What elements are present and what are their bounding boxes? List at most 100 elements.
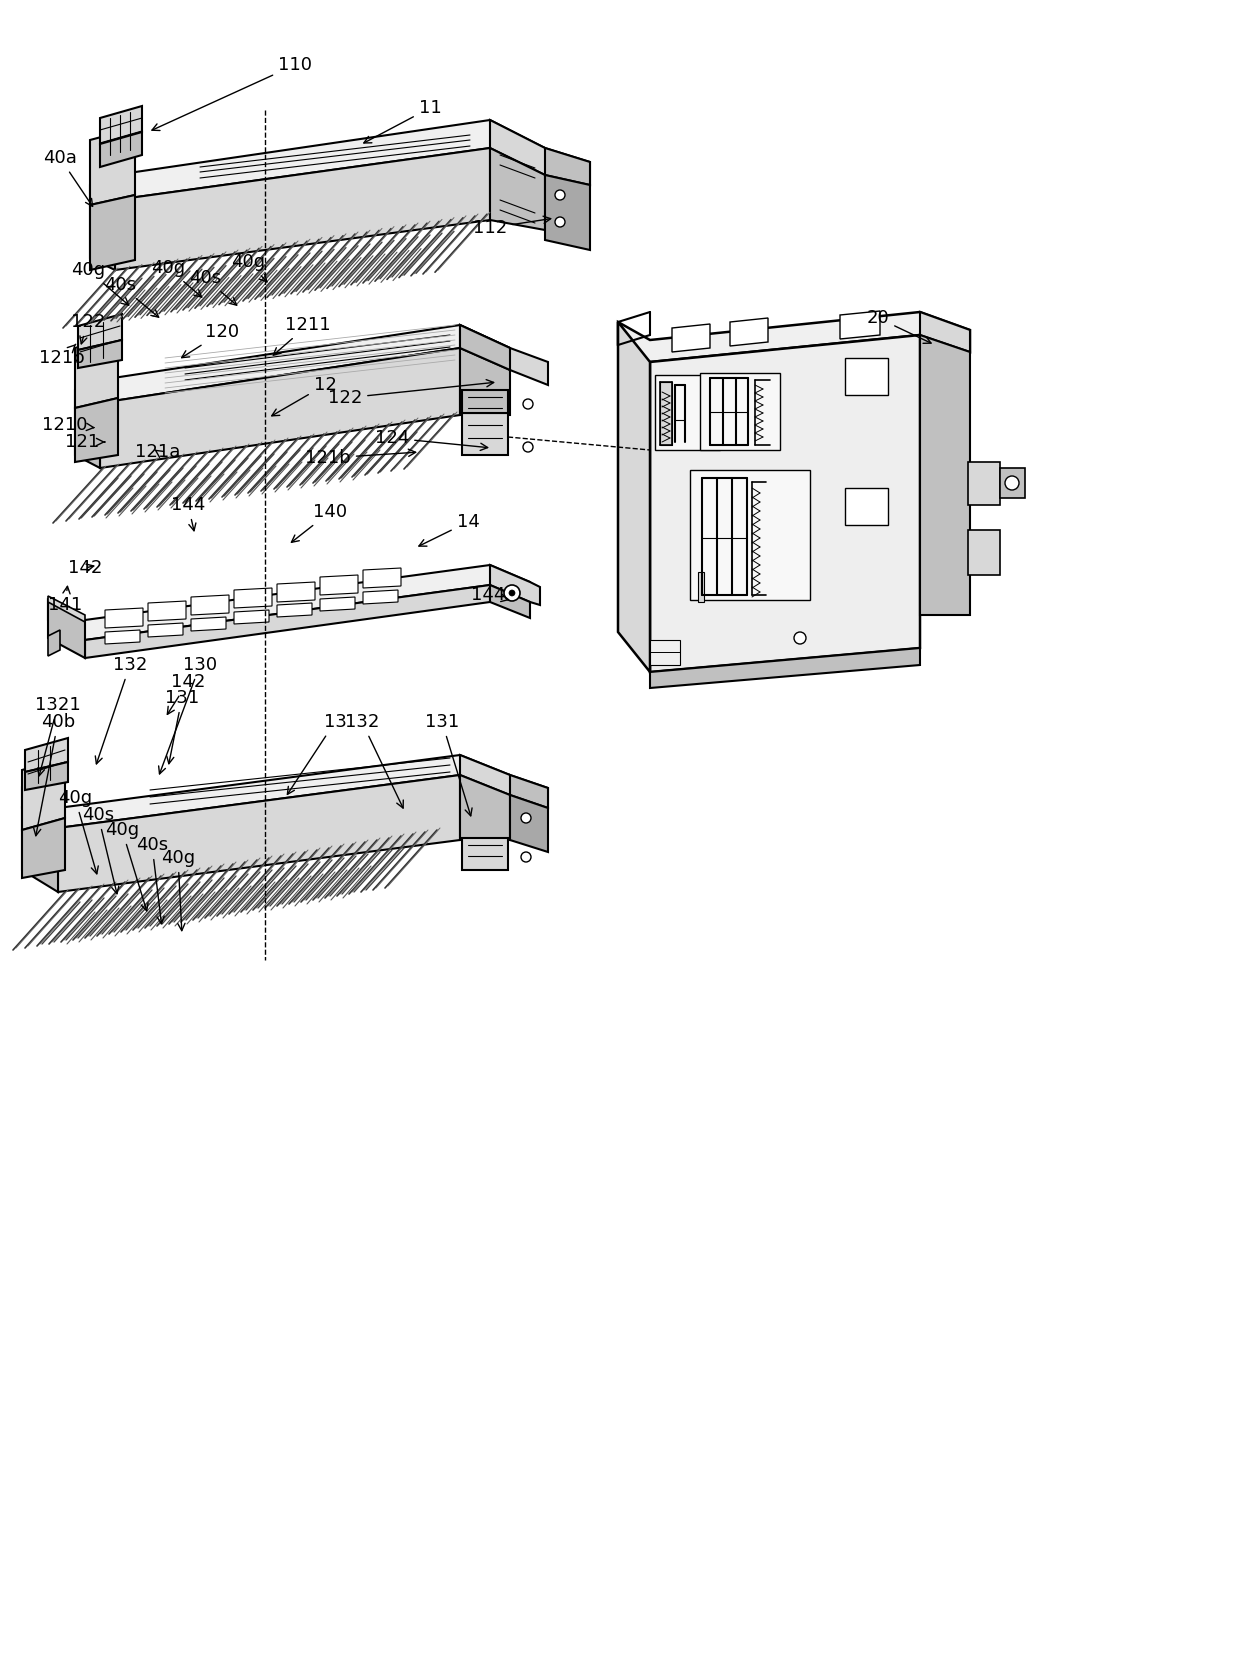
Polygon shape [191, 618, 226, 631]
Polygon shape [100, 347, 460, 468]
Polygon shape [234, 587, 272, 607]
Text: 144: 144 [171, 497, 205, 530]
Text: 112: 112 [472, 216, 551, 237]
Text: 14: 14 [419, 513, 480, 545]
Polygon shape [277, 602, 312, 618]
Polygon shape [22, 809, 58, 893]
Polygon shape [320, 597, 355, 611]
Text: 40g: 40g [71, 262, 129, 305]
Polygon shape [698, 572, 704, 602]
Text: 131: 131 [425, 713, 472, 816]
Polygon shape [148, 623, 184, 638]
Polygon shape [920, 336, 970, 616]
Circle shape [521, 814, 531, 822]
Text: 40g: 40g [161, 849, 195, 931]
Text: 122: 122 [71, 314, 105, 344]
Polygon shape [115, 121, 546, 200]
Text: 1210: 1210 [42, 416, 94, 435]
Text: 122: 122 [327, 379, 494, 408]
Text: 110: 110 [153, 55, 312, 131]
Polygon shape [460, 326, 548, 384]
Circle shape [523, 399, 533, 409]
Circle shape [523, 441, 533, 451]
Circle shape [794, 633, 806, 644]
Polygon shape [968, 530, 999, 576]
Text: 40a: 40a [43, 149, 93, 206]
Polygon shape [672, 324, 711, 352]
Text: 40s: 40s [82, 805, 119, 894]
Polygon shape [363, 567, 401, 587]
Polygon shape [48, 565, 529, 639]
Polygon shape [363, 591, 398, 604]
Polygon shape [460, 347, 510, 414]
Text: 144: 144 [471, 586, 508, 604]
Text: 124: 124 [374, 430, 487, 450]
Text: 20: 20 [867, 309, 931, 344]
Text: 40s: 40s [136, 836, 169, 923]
Polygon shape [999, 468, 1025, 498]
Text: 120: 120 [181, 322, 239, 357]
Text: 40s: 40s [188, 268, 237, 305]
Polygon shape [618, 312, 970, 362]
Text: 40b: 40b [33, 713, 76, 836]
Text: 140: 140 [291, 503, 347, 542]
Circle shape [556, 190, 565, 200]
Polygon shape [91, 128, 135, 205]
Polygon shape [22, 817, 64, 878]
Text: 121a: 121a [135, 443, 181, 461]
Text: 121b: 121b [40, 344, 84, 367]
Polygon shape [650, 648, 920, 688]
Polygon shape [48, 629, 60, 656]
Text: 40g: 40g [58, 789, 98, 874]
Text: 40s: 40s [104, 275, 159, 317]
Polygon shape [460, 775, 510, 841]
Polygon shape [510, 775, 548, 809]
Polygon shape [730, 319, 768, 346]
Polygon shape [277, 582, 315, 602]
Polygon shape [48, 601, 86, 658]
Polygon shape [320, 576, 358, 596]
Polygon shape [968, 461, 999, 505]
Polygon shape [191, 596, 229, 616]
Text: 130: 130 [159, 656, 217, 774]
Circle shape [521, 852, 531, 862]
Polygon shape [689, 470, 810, 601]
Polygon shape [22, 758, 64, 831]
Polygon shape [463, 413, 508, 455]
Polygon shape [463, 389, 508, 413]
Text: 11: 11 [363, 99, 441, 143]
Circle shape [556, 216, 565, 227]
Polygon shape [463, 837, 508, 869]
Polygon shape [844, 488, 888, 525]
Polygon shape [148, 601, 186, 621]
Polygon shape [115, 148, 490, 270]
Polygon shape [618, 322, 650, 671]
Text: 132: 132 [95, 656, 148, 763]
Polygon shape [58, 775, 460, 893]
Text: 121b: 121b [305, 450, 415, 466]
Polygon shape [74, 379, 100, 468]
Polygon shape [660, 383, 672, 445]
Text: 142: 142 [167, 673, 205, 715]
Polygon shape [460, 755, 548, 809]
Circle shape [503, 586, 520, 601]
Polygon shape [100, 133, 143, 168]
Polygon shape [460, 326, 510, 371]
Text: 1321: 1321 [35, 696, 81, 775]
Text: 1211: 1211 [273, 315, 331, 356]
Text: 13: 13 [288, 713, 346, 794]
Polygon shape [105, 607, 143, 628]
Text: 142: 142 [68, 559, 102, 577]
Polygon shape [100, 326, 510, 403]
Circle shape [508, 591, 515, 596]
Polygon shape [25, 762, 68, 790]
Text: 40g: 40g [105, 821, 148, 911]
Text: 40g: 40g [151, 258, 202, 297]
Text: 141: 141 [48, 586, 82, 614]
Polygon shape [546, 175, 590, 250]
Polygon shape [844, 357, 888, 394]
Polygon shape [78, 314, 122, 351]
Polygon shape [655, 374, 720, 450]
Polygon shape [48, 596, 86, 623]
Circle shape [1004, 477, 1019, 490]
